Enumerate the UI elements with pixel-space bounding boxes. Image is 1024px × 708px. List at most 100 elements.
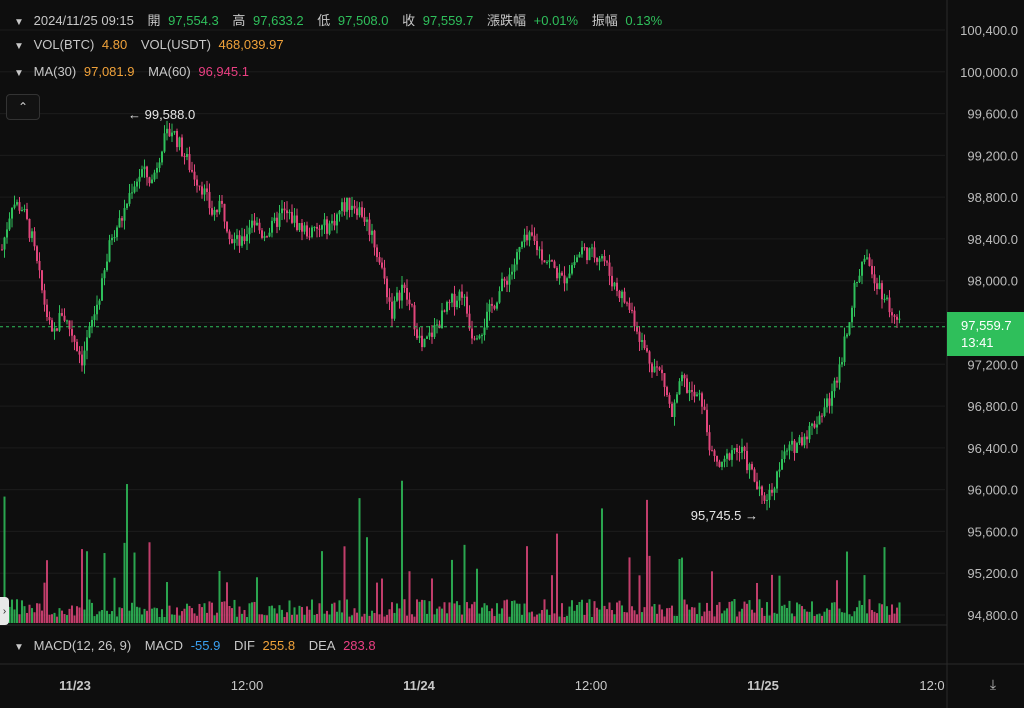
candle-body bbox=[721, 461, 723, 467]
candle-body bbox=[358, 207, 361, 216]
candle-body bbox=[331, 220, 333, 224]
volume-bar bbox=[776, 613, 778, 623]
volume-bar bbox=[263, 615, 266, 623]
candle-body bbox=[221, 200, 223, 204]
volume-bar bbox=[556, 533, 558, 623]
x-tick-label: 12:0 bbox=[919, 678, 944, 693]
chevron-down-icon[interactable]: ▼ bbox=[14, 68, 24, 79]
volume-bar bbox=[303, 614, 306, 623]
candle-body bbox=[371, 230, 373, 235]
candle-body bbox=[653, 366, 656, 373]
chevron-down-icon[interactable]: ▼ bbox=[14, 642, 24, 653]
volume-bar bbox=[881, 604, 883, 623]
candle-body bbox=[168, 128, 171, 137]
volume-bar bbox=[241, 613, 243, 623]
candle-body bbox=[468, 313, 471, 329]
candle-body bbox=[391, 301, 393, 319]
candle-body bbox=[753, 469, 756, 482]
candle-body bbox=[671, 403, 673, 417]
volume-bar bbox=[663, 616, 666, 623]
candle-body bbox=[128, 193, 131, 204]
candle-body bbox=[218, 200, 221, 213]
volume-bar bbox=[328, 614, 331, 623]
candle-body bbox=[548, 260, 551, 263]
volume-bar bbox=[306, 606, 308, 623]
candle-body bbox=[808, 425, 811, 440]
volume-bar bbox=[186, 603, 188, 623]
volume-bar bbox=[431, 578, 433, 623]
volume-bar bbox=[338, 600, 341, 623]
volume-bar bbox=[76, 606, 78, 623]
candle-body bbox=[376, 247, 378, 258]
candle-body bbox=[3, 237, 6, 250]
collapse-button[interactable]: ⌃ bbox=[6, 94, 40, 120]
candle-body bbox=[856, 281, 858, 283]
candle-body bbox=[661, 369, 663, 374]
candle-body bbox=[253, 220, 256, 226]
volume-bar bbox=[818, 613, 821, 623]
volume-bar bbox=[363, 613, 366, 623]
volume-bar bbox=[308, 609, 311, 623]
volume-bar bbox=[601, 508, 603, 623]
volume-bar bbox=[176, 607, 178, 623]
candle-body bbox=[301, 223, 303, 232]
candle-body bbox=[858, 275, 861, 282]
volume-bar bbox=[183, 608, 186, 623]
candle-body bbox=[116, 227, 118, 238]
volume-bar bbox=[831, 602, 833, 623]
volume-bar bbox=[208, 601, 211, 623]
volume-bar bbox=[758, 599, 761, 623]
volume-bar bbox=[543, 599, 546, 623]
volume-bar bbox=[8, 606, 11, 623]
volume-bar bbox=[116, 616, 118, 623]
candle-body bbox=[21, 210, 23, 212]
volume-bar bbox=[851, 616, 853, 623]
chevron-down-icon[interactable]: ▼ bbox=[14, 17, 24, 28]
volume-bar bbox=[623, 612, 626, 623]
axis-reset-icon[interactable]: ⤓ bbox=[989, 676, 997, 692]
candle-body bbox=[466, 296, 468, 314]
ma60-label: MA(60) bbox=[148, 64, 191, 79]
volume-bar bbox=[188, 605, 191, 623]
candle-body bbox=[738, 452, 741, 454]
candle-body bbox=[621, 291, 623, 299]
volume-bar bbox=[396, 603, 398, 623]
candle-body bbox=[193, 171, 196, 180]
candle-body bbox=[498, 291, 501, 303]
volume-bar bbox=[558, 616, 561, 623]
candle-body bbox=[136, 181, 138, 187]
candle-body bbox=[553, 261, 556, 268]
candle-body bbox=[523, 234, 526, 242]
candle-body bbox=[748, 464, 751, 471]
volume-bar bbox=[143, 608, 146, 623]
candle-body bbox=[716, 456, 718, 462]
volume-bar bbox=[863, 575, 866, 623]
chevron-down-icon[interactable]: ▼ bbox=[14, 41, 24, 52]
volume-bar bbox=[373, 612, 376, 623]
volume-bar bbox=[213, 615, 216, 623]
candle-body bbox=[801, 437, 803, 446]
volume-bar bbox=[491, 608, 493, 623]
candle-body bbox=[826, 398, 828, 408]
candle-body bbox=[608, 262, 611, 276]
candle-body bbox=[626, 302, 628, 304]
volume-bar bbox=[701, 616, 703, 623]
candle-body bbox=[823, 407, 826, 416]
volume-bar bbox=[236, 616, 238, 623]
panel-resize-handle[interactable]: › bbox=[0, 597, 9, 625]
low-annotation: 95,745.5 → bbox=[691, 508, 758, 523]
volume-bar bbox=[341, 612, 343, 623]
candle-body bbox=[348, 197, 351, 210]
candle-body bbox=[361, 207, 363, 217]
candle-body bbox=[291, 211, 293, 223]
candle-body bbox=[148, 177, 151, 184]
volume-bar bbox=[333, 602, 336, 623]
candle-body bbox=[341, 202, 343, 211]
candle-body bbox=[461, 291, 463, 298]
volume-bar bbox=[231, 608, 233, 623]
volume-bar bbox=[616, 602, 618, 623]
volume-bar bbox=[146, 610, 148, 623]
candle-body bbox=[396, 292, 398, 301]
candle-body bbox=[628, 302, 631, 310]
